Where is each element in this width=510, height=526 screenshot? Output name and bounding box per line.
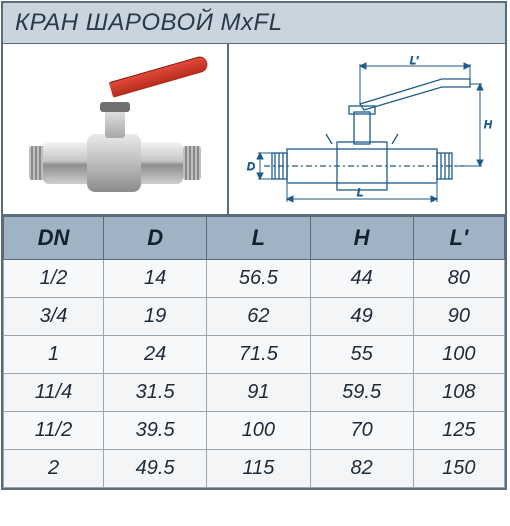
cell: 2 [4,450,104,488]
cell: 100 [413,336,504,374]
title-bar: КРАН ШАРОВОЙ MxFL [3,3,505,44]
cell: 80 [413,260,504,298]
cell: 91 [207,374,310,412]
table-row: 11/2 39.5 100 70 125 [4,412,505,450]
cell: 11/2 [4,412,104,450]
technical-drawing: L L' H [242,54,492,204]
cell: 56.5 [207,260,310,298]
technical-drawing-cell: L L' H [229,44,505,214]
cell: 115 [207,450,310,488]
cell: 14 [104,260,207,298]
cell: 55 [310,336,413,374]
cell: 31.5 [104,374,207,412]
ball-valve-photo [25,64,205,194]
thread-right-icon [183,146,201,180]
cell: 3/4 [4,298,104,336]
cell: 49 [310,298,413,336]
dim-label-H: H [484,119,492,131]
table-row: 3/4 19 62 49 90 [4,298,505,336]
cell: 150 [413,450,504,488]
cell: 71.5 [207,336,310,374]
cell: 108 [413,374,504,412]
dim-label-D: D [247,161,255,173]
col-l: L [207,217,310,260]
col-h: H [310,217,413,260]
table-row: 11/4 31.5 91 59.5 108 [4,374,505,412]
cell: 19 [104,298,207,336]
cell: 24 [104,336,207,374]
product-photo-cell [3,44,229,214]
table-header-row: DN D L H L' [4,217,505,260]
images-row: L L' H [3,44,505,216]
cell: 90 [413,298,504,336]
cell: 44 [310,260,413,298]
cell: 59.5 [310,374,413,412]
cell: 49.5 [104,450,207,488]
cell: 1/2 [4,260,104,298]
valve-hex-icon [87,134,141,192]
table-row: 1/2 14 56.5 44 80 [4,260,505,298]
page-title: КРАН ШАРОВОЙ MxFL [15,9,493,37]
cell: 11/4 [4,374,104,412]
valve-handle-icon [109,55,210,98]
cell: 82 [310,450,413,488]
dim-label-Lprime: L' [410,55,419,67]
spec-table-head: DN D L H L' [4,217,505,260]
col-d: D [104,217,207,260]
cell: 125 [413,412,504,450]
valve-collar-icon [100,102,130,112]
cell: 70 [310,412,413,450]
col-dn: DN [4,217,104,260]
cell: 100 [207,412,310,450]
col-lprime: L' [413,217,504,260]
spec-sheet: КРАН ШАРОВОЙ MxFL [1,1,507,490]
dim-label-L: L [357,187,363,199]
cell: 39.5 [104,412,207,450]
spec-table: DN D L H L' 1/2 14 56.5 44 80 3/4 19 62 … [3,216,505,488]
table-row: 1 24 71.5 55 100 [4,336,505,374]
cell: 1 [4,336,104,374]
spec-table-body: 1/2 14 56.5 44 80 3/4 19 62 49 90 1 24 7… [4,260,505,488]
cell: 62 [207,298,310,336]
table-row: 2 49.5 115 82 150 [4,450,505,488]
